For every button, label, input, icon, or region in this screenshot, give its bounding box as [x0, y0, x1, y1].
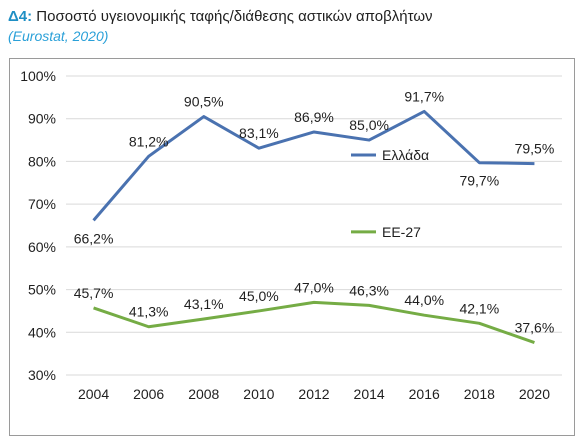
data-label: 47,0% — [294, 279, 334, 295]
y-tick-label: 100% — [20, 68, 56, 84]
chart-title: Δ4: Ποσοστό υγειονομικής ταφής/διάθεσης … — [8, 8, 433, 25]
legend: Ελλάδα ΕΕ-27 — [351, 147, 429, 240]
y-tick-label: 90% — [28, 111, 56, 127]
y-tick-label: 40% — [28, 324, 56, 340]
y-axis-ticks: 30% 40% 50% 60% 70% 80% 90% 100% — [20, 68, 56, 383]
data-label: 79,5% — [515, 141, 555, 157]
series-line-eu27 — [93, 300, 535, 344]
data-label: 81,2% — [129, 133, 169, 149]
data-label: 91,7% — [404, 88, 444, 104]
x-tick-label: 2014 — [354, 386, 385, 402]
title-text: Ποσοστό υγειονομικής ταφής/διάθεσης αστι… — [36, 8, 433, 25]
x-tick-label: 2010 — [243, 386, 274, 402]
data-label: 43,1% — [184, 296, 224, 312]
chart-subtitle: (Eurostat, 2020) — [8, 28, 109, 44]
x-tick-label: 2004 — [78, 386, 109, 402]
y-tick-label: 30% — [28, 367, 56, 383]
y-tick-label: 50% — [28, 282, 56, 298]
data-labels: 66,2% 81,2% 90,5% 83,1% 86,9% 85,0% 91,7% 79,7%… — [74, 88, 555, 335]
x-tick-label: 2020 — [519, 386, 550, 402]
x-tick-label: 2012 — [298, 386, 329, 402]
data-label: 86,9% — [294, 109, 334, 125]
legend-label: ΕΕ-27 — [382, 224, 421, 240]
data-label: 83,1% — [239, 125, 279, 141]
y-tick-label: 70% — [28, 196, 56, 212]
y-tick-label: 80% — [28, 153, 56, 169]
data-label: 85,0% — [349, 117, 389, 133]
x-tick-label: 2016 — [409, 386, 440, 402]
legend-label: Ελλάδα — [382, 147, 429, 163]
data-label: 37,6% — [515, 320, 555, 336]
data-label: 90,5% — [184, 94, 224, 110]
data-label: 42,1% — [459, 300, 499, 316]
series-line-greece — [92, 109, 535, 222]
data-label: 44,0% — [404, 292, 444, 308]
y-tick-label: 60% — [28, 239, 56, 255]
data-label: 66,2% — [74, 230, 114, 246]
data-label: 79,7% — [459, 173, 499, 189]
series-lines — [92, 109, 535, 344]
x-axis-ticks: 2004 2006 2008 2010 2012 2014 2016 2018 2020 — [78, 386, 550, 402]
x-tick-label: 2018 — [464, 386, 495, 402]
x-tick-label: 2008 — [188, 386, 219, 402]
x-tick-label: 2006 — [133, 386, 164, 402]
data-label: 45,7% — [74, 285, 114, 301]
data-label: 41,3% — [129, 304, 169, 320]
grid-lines — [66, 75, 562, 376]
data-label: 45,0% — [239, 288, 279, 304]
data-label: 46,3% — [349, 282, 389, 298]
title-prefix: Δ4: — [8, 8, 33, 25]
